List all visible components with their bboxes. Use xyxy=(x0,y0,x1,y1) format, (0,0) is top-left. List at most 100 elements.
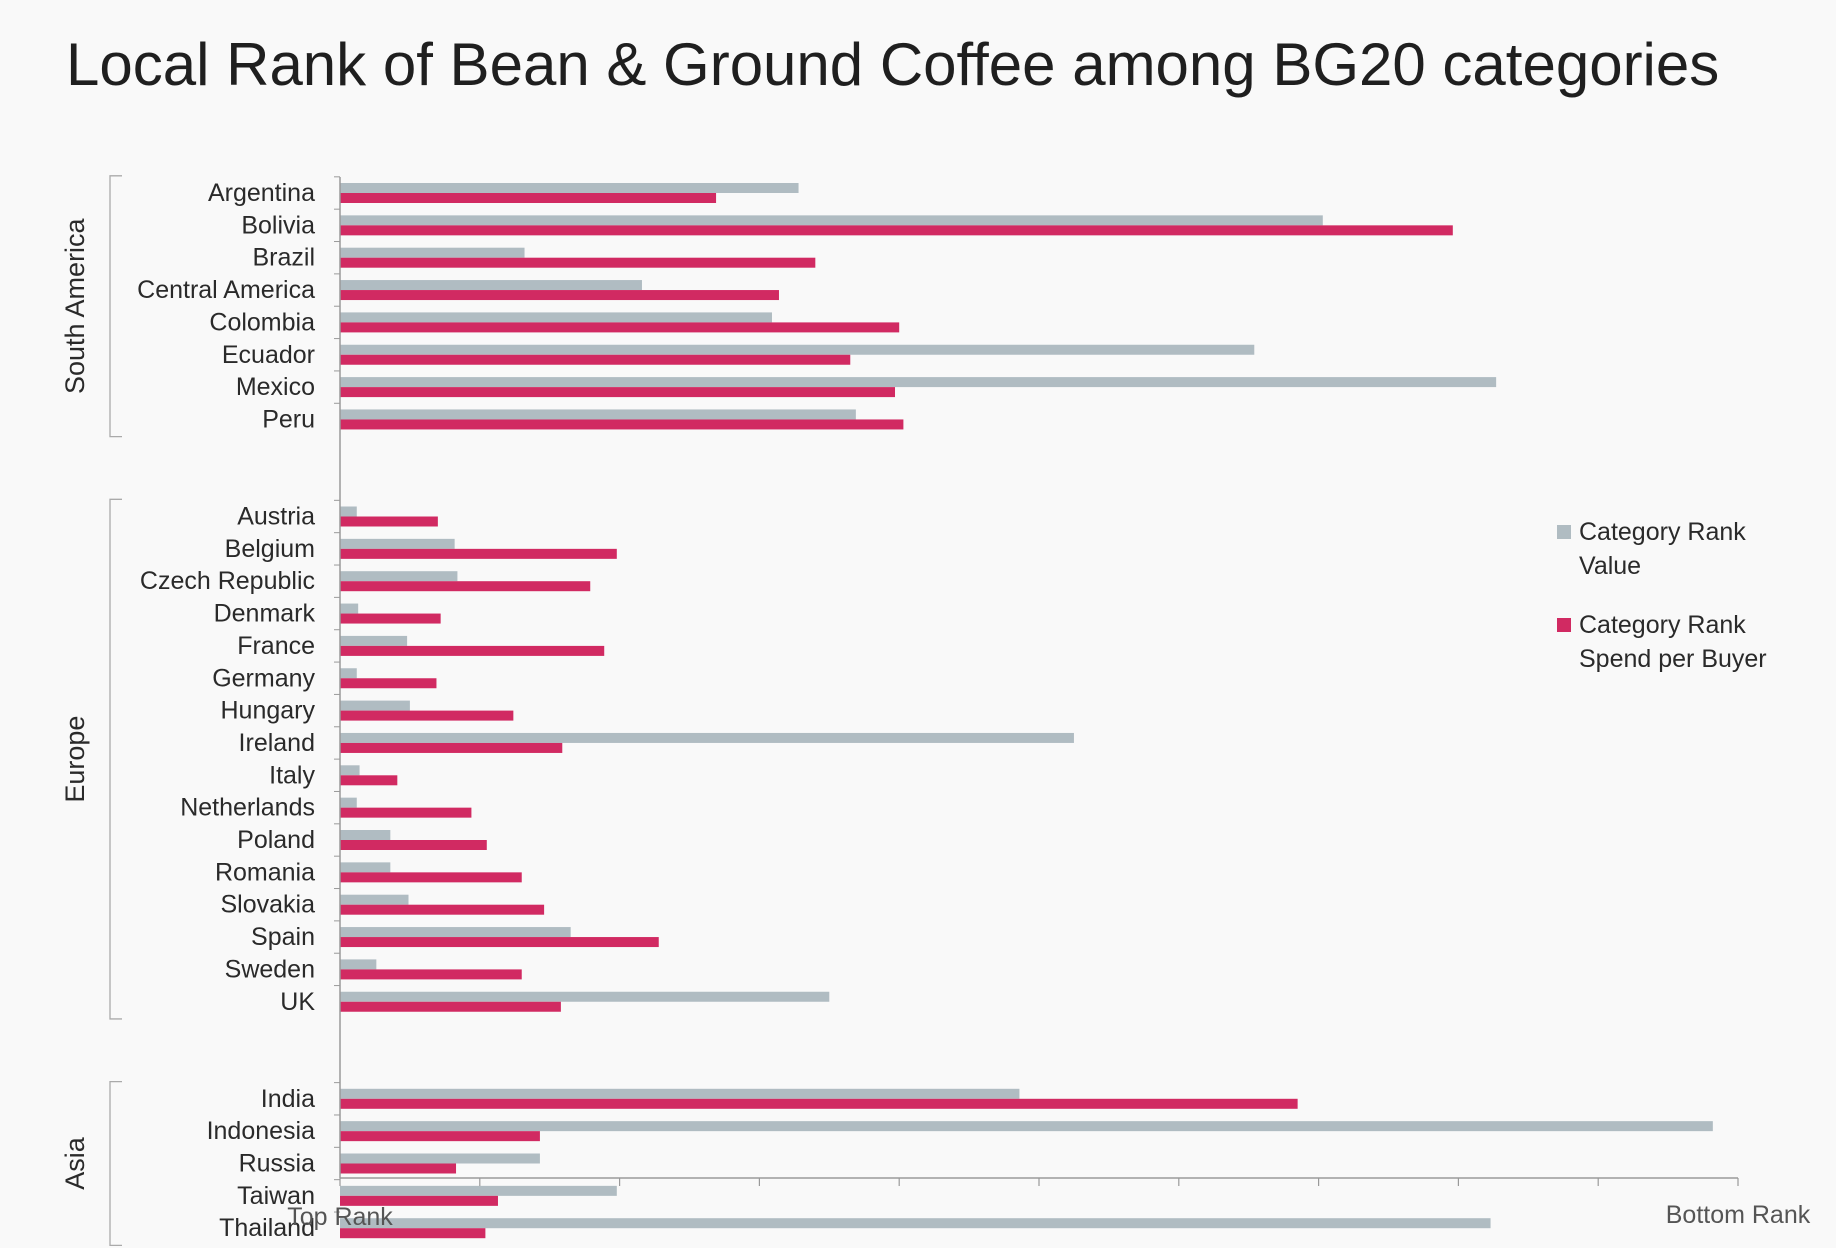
bar-value-austria xyxy=(340,506,357,517)
bar-spend-thailand xyxy=(340,1228,486,1239)
bar-value-denmark xyxy=(340,603,359,614)
bar-spend-colombia xyxy=(340,322,900,333)
country-label-romania: Romania xyxy=(215,858,315,886)
bar-spend-ireland xyxy=(340,742,563,753)
country-label-ecuador: Ecuador xyxy=(222,341,315,369)
legend-spend-line2: Spend per Buyer xyxy=(1579,645,1767,673)
bar-spend-romania xyxy=(340,872,522,883)
bar-value-italy xyxy=(340,765,360,776)
bar-value-hungary xyxy=(340,700,410,711)
bar-spend-hungary xyxy=(340,710,514,721)
region-label-asia: Asia xyxy=(60,1136,90,1190)
bar-value-belgium xyxy=(340,538,455,549)
bar-spend-poland xyxy=(340,840,487,850)
bar-spend-germany xyxy=(340,678,437,689)
bar-value-central-america xyxy=(340,280,642,291)
country-label-argentina: Argentina xyxy=(208,179,315,207)
country-label-peru: Peru xyxy=(262,405,315,433)
bar-spend-spain xyxy=(340,937,659,948)
bar-value-colombia xyxy=(340,312,772,323)
bar-value-russia xyxy=(340,1153,540,1164)
country-label-ireland: Ireland xyxy=(239,729,315,757)
bar-value-spain xyxy=(340,927,571,938)
legend-spend-line1: Category Rank xyxy=(1579,611,1746,639)
country-label-slovakia: Slovakia xyxy=(221,891,316,919)
country-labels: Argentina Bolivia Brazil Central America Col… xyxy=(137,179,315,1242)
bar-value-brazil xyxy=(340,247,525,258)
country-label-india: India xyxy=(261,1085,315,1113)
region-label-europe: Europe xyxy=(60,716,90,803)
country-label-taiwan: Taiwan xyxy=(237,1182,315,1210)
bar-spend-taiwan xyxy=(340,1195,498,1206)
region-bracket-europe xyxy=(109,498,122,1020)
bar-spend-india xyxy=(340,1098,1298,1109)
bar-spend-indonesia xyxy=(340,1131,540,1142)
bar-spend-denmark xyxy=(340,613,441,624)
bar-spend-central-america xyxy=(340,290,779,301)
bar-value-ecuador xyxy=(340,344,1255,355)
bar-spend-mexico xyxy=(340,387,896,398)
country-label-russia: Russia xyxy=(239,1150,316,1178)
country-label-sweden: Sweden xyxy=(225,955,315,983)
bar-value-ireland xyxy=(340,732,1074,743)
bar-spend-argentina xyxy=(340,193,717,203)
country-label-hungary: Hungary xyxy=(221,697,316,725)
bar-value-netherlands xyxy=(340,797,357,808)
country-label-france: France xyxy=(237,632,315,660)
country-label-italy: Italy xyxy=(269,761,315,789)
country-label-netherlands: Netherlands xyxy=(180,794,315,822)
bar-value-czech-republic xyxy=(340,571,458,582)
bar-spend-slovakia xyxy=(340,904,545,915)
country-label-poland: Poland xyxy=(237,826,315,854)
bar-value-indonesia xyxy=(340,1121,1713,1132)
bar-value-mexico xyxy=(340,377,1497,388)
x-axis-top-rank-label: Top Rank xyxy=(287,1203,393,1231)
bar-value-romania xyxy=(340,862,391,873)
bar-value-argentina xyxy=(340,183,799,193)
country-label-uk: UK xyxy=(280,988,315,1016)
country-label-bolivia: Bolivia xyxy=(241,211,315,239)
country-label-czech-republic: Czech Republic xyxy=(140,567,315,595)
bar-value-india xyxy=(340,1088,1020,1099)
bar-value-sweden xyxy=(340,959,377,970)
axes: Top Rank Bottom Rank xyxy=(287,176,1811,1231)
country-label-thailand: Thailand xyxy=(219,1214,315,1242)
bars-layer xyxy=(340,183,1713,1239)
bar-value-peru xyxy=(340,409,856,420)
bar-value-poland xyxy=(340,830,391,840)
bar-spend-italy xyxy=(340,775,398,786)
chart-title: Local Rank of Bean & Ground Coffee among… xyxy=(66,31,1719,98)
x-axis-ticks xyxy=(334,176,1739,1213)
bar-value-bolivia xyxy=(340,215,1323,226)
country-label-central-america: Central America xyxy=(137,276,315,304)
legend-value-line2: Value xyxy=(1579,552,1641,580)
bar-spend-belgium xyxy=(340,548,617,559)
country-label-germany: Germany xyxy=(212,664,315,692)
bar-value-slovakia xyxy=(340,894,409,905)
region-brackets: South America Europe Asia xyxy=(60,175,122,1247)
bar-spend-czech-republic xyxy=(340,581,591,592)
bar-value-france xyxy=(340,635,408,646)
country-label-colombia: Colombia xyxy=(209,308,315,336)
bar-spend-peru xyxy=(340,419,904,430)
legend-value-line1: Category Rank xyxy=(1579,518,1746,546)
bar-spend-sweden xyxy=(340,969,522,980)
legend: Category Rank Value Category Rank Spend … xyxy=(1557,518,1767,673)
country-label-spain: Spain xyxy=(251,923,315,951)
legend-swatch-value xyxy=(1557,525,1571,539)
bar-spend-ecuador xyxy=(340,354,851,365)
country-label-austria: Austria xyxy=(237,503,315,531)
country-label-denmark: Denmark xyxy=(214,600,316,628)
bar-value-germany xyxy=(340,668,357,679)
region-bracket-south-america xyxy=(109,175,122,438)
bar-spend-netherlands xyxy=(340,807,472,818)
country-label-indonesia: Indonesia xyxy=(207,1117,316,1145)
country-label-belgium: Belgium xyxy=(225,535,315,563)
country-label-mexico: Mexico xyxy=(236,373,315,401)
bar-value-taiwan xyxy=(340,1185,617,1196)
region-bracket-asia xyxy=(109,1080,122,1247)
bar-spend-bolivia xyxy=(340,225,1453,236)
bar-spend-russia xyxy=(340,1163,457,1174)
country-label-brazil: Brazil xyxy=(252,244,315,272)
